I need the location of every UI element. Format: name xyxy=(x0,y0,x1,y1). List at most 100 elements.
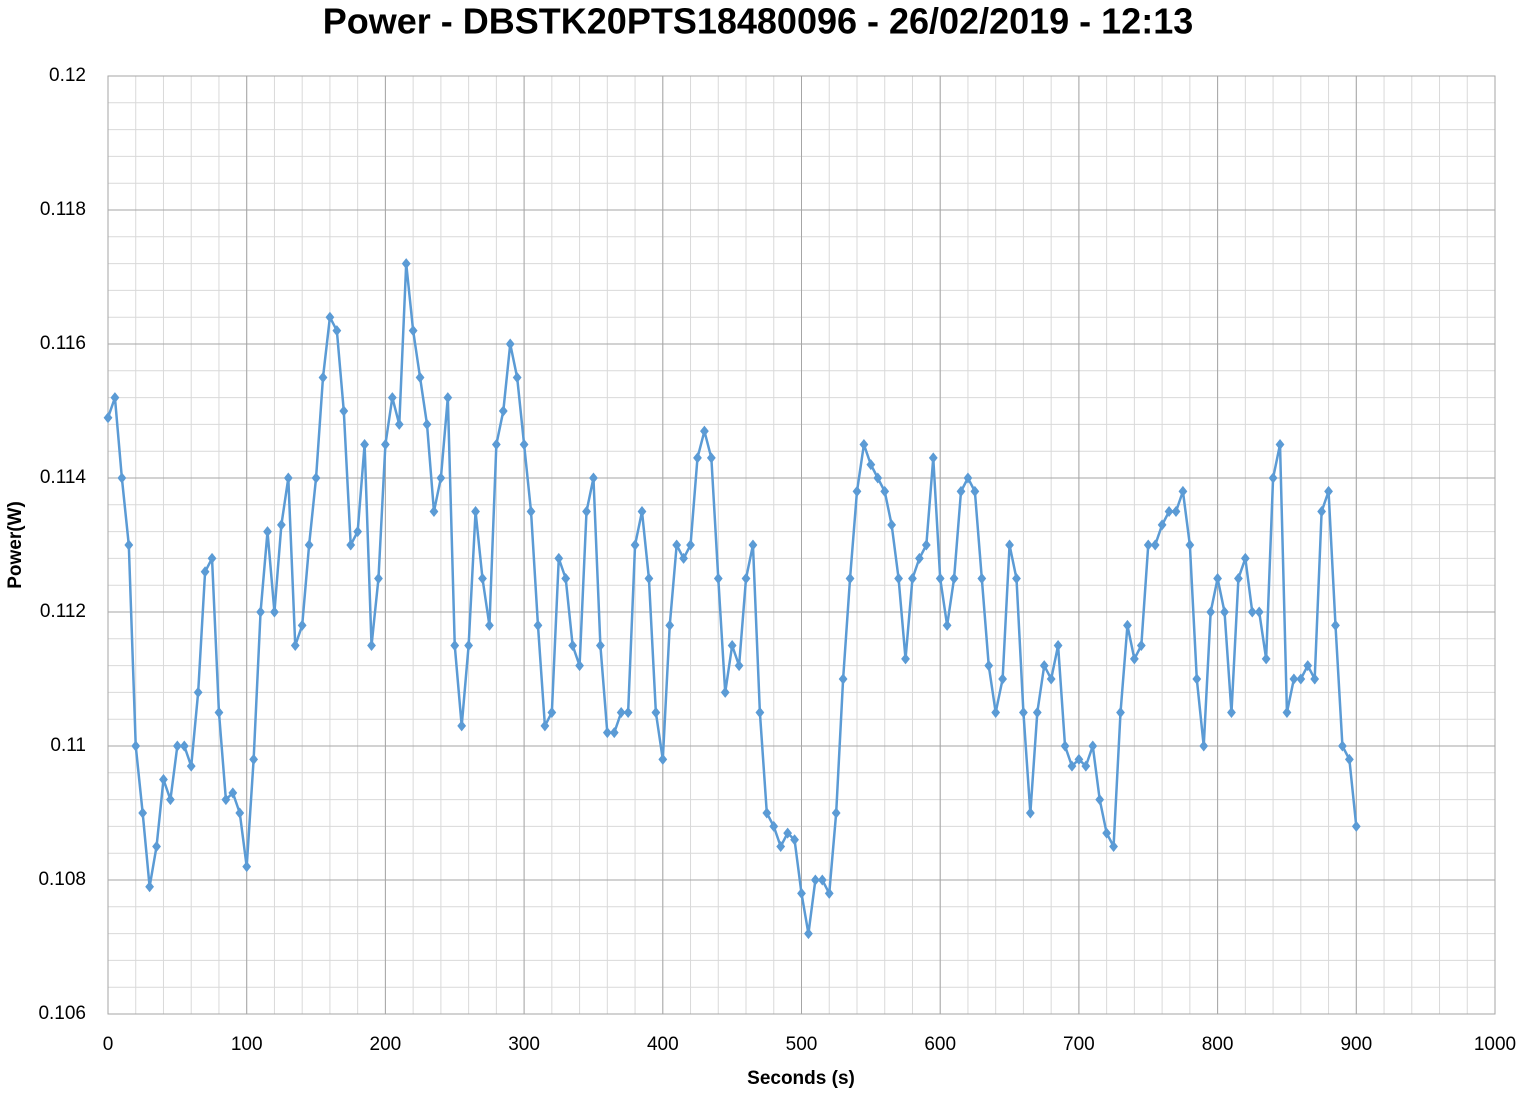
data-marker xyxy=(485,619,494,631)
data-marker xyxy=(1025,807,1035,819)
y-tick-label: 0.106 xyxy=(38,1003,86,1024)
data-marker xyxy=(214,707,224,718)
data-marker xyxy=(166,794,175,806)
data-marker xyxy=(859,439,869,450)
x-tick-label: 200 xyxy=(370,1034,402,1055)
data-marker xyxy=(339,405,349,417)
data-marker xyxy=(1123,619,1132,631)
data-marker xyxy=(1227,707,1236,718)
data-marker xyxy=(172,740,182,752)
data-marker xyxy=(901,653,910,665)
data-marker xyxy=(429,506,439,517)
data-marker xyxy=(228,787,238,799)
data-marker xyxy=(921,539,931,551)
data-marker xyxy=(706,452,716,464)
data-marker xyxy=(325,311,335,323)
data-marker xyxy=(297,619,307,631)
data-marker xyxy=(159,774,168,785)
data-marker xyxy=(304,539,314,551)
data-marker xyxy=(1019,707,1028,718)
data-marker xyxy=(207,552,217,564)
data-marker xyxy=(505,338,515,350)
x-tick-label: 1000 xyxy=(1474,1034,1516,1055)
data-marker xyxy=(790,834,799,846)
data-marker xyxy=(1192,673,1202,685)
data-marker xyxy=(512,372,522,383)
data-marker xyxy=(1234,573,1243,584)
data-marker xyxy=(637,506,647,517)
data-marker xyxy=(422,418,432,430)
data-marker xyxy=(623,707,633,718)
data-marker xyxy=(595,640,605,651)
data-marker xyxy=(1005,539,1014,551)
data-marker xyxy=(928,452,938,464)
data-marker xyxy=(1351,820,1361,832)
data-marker xyxy=(1143,539,1153,551)
data-marker xyxy=(1129,653,1139,665)
data-marker xyxy=(755,707,765,718)
x-tick-label: 100 xyxy=(231,1034,263,1055)
data-marker xyxy=(450,640,460,651)
y-tick-label: 0.112 xyxy=(40,601,86,622)
data-marker xyxy=(346,539,356,551)
data-marker xyxy=(949,573,959,584)
data-marker xyxy=(1185,539,1195,551)
data-marker xyxy=(131,740,141,752)
data-marker xyxy=(651,707,661,718)
data-marker xyxy=(582,506,591,517)
data-marker xyxy=(491,439,501,450)
data-marker xyxy=(908,573,917,584)
data-marker xyxy=(464,640,474,651)
data-marker xyxy=(845,573,855,584)
data-marker xyxy=(374,573,383,584)
data-marker xyxy=(1282,707,1292,718)
data-marker xyxy=(457,720,467,732)
data-marker xyxy=(866,459,876,471)
data-marker xyxy=(769,820,779,832)
data-marker xyxy=(700,425,709,437)
data-marker xyxy=(1102,827,1112,839)
y-tick-label: 0.116 xyxy=(40,333,86,354)
y-tick-label: 0.11 xyxy=(50,735,86,756)
data-marker xyxy=(880,485,890,497)
data-marker xyxy=(1012,573,1021,584)
data-marker xyxy=(145,881,155,893)
data-marker xyxy=(367,640,376,651)
data-marker xyxy=(575,660,584,672)
data-marker xyxy=(387,392,397,404)
plot-border xyxy=(107,75,1496,1015)
data-marker xyxy=(1157,519,1167,531)
data-marker xyxy=(1296,673,1306,685)
data-marker xyxy=(235,807,245,819)
data-marker xyxy=(540,720,550,732)
y-tick-label: 0.114 xyxy=(40,467,87,488)
data-marker xyxy=(1261,653,1271,665)
data-marker xyxy=(810,874,820,886)
data-marker xyxy=(589,472,598,484)
data-marker xyxy=(1289,673,1299,685)
data-marker xyxy=(318,372,328,383)
data-marker xyxy=(1317,506,1327,517)
data-marker xyxy=(1095,794,1105,806)
y-tick-label: 0.12 xyxy=(49,65,86,86)
data-marker xyxy=(824,887,834,899)
data-marker xyxy=(519,439,529,450)
data-marker xyxy=(1088,740,1098,752)
data-marker xyxy=(124,539,134,551)
y-axis-title: Power(W) xyxy=(5,501,26,589)
data-marker xyxy=(283,472,293,484)
data-marker xyxy=(741,573,751,584)
data-marker xyxy=(353,526,363,538)
data-marker xyxy=(1074,753,1084,765)
data-marker xyxy=(263,526,272,538)
data-marker xyxy=(1081,760,1091,772)
data-marker xyxy=(1199,740,1209,752)
data-marker xyxy=(436,472,446,484)
data-marker xyxy=(1109,841,1118,852)
data-marker xyxy=(568,640,578,651)
data-marker xyxy=(1331,619,1340,631)
data-marker xyxy=(1116,707,1125,718)
data-marker xyxy=(1164,506,1174,517)
data-marker xyxy=(693,452,702,464)
